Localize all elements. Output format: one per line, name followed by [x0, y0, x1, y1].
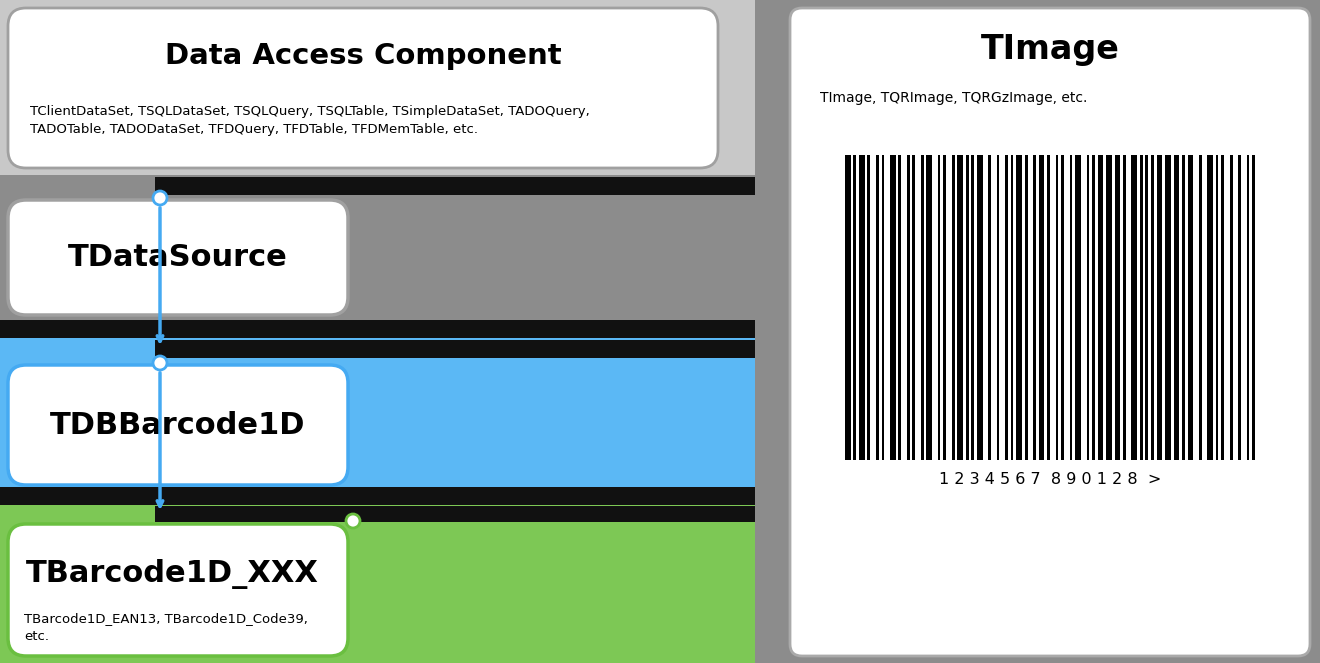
Text: TImage, TQRImage, TQRGzImage, etc.: TImage, TQRImage, TQRGzImage, etc.	[820, 91, 1088, 105]
FancyBboxPatch shape	[8, 200, 348, 315]
Bar	[944, 155, 946, 460]
Circle shape	[153, 191, 168, 205]
Bar	[1086, 155, 1089, 460]
Bar	[882, 155, 884, 460]
Bar	[1208, 155, 1213, 460]
Bar	[1039, 155, 1044, 460]
Bar	[1166, 155, 1171, 460]
Bar	[907, 155, 909, 460]
Bar	[937, 155, 940, 460]
Bar	[977, 155, 982, 460]
Bar	[1011, 155, 1014, 460]
Bar	[952, 155, 954, 460]
Bar	[154, 506, 755, 522]
Bar	[997, 155, 999, 460]
Bar	[1092, 155, 1094, 460]
Text: TBarcode1D_XXX: TBarcode1D_XXX	[26, 559, 319, 589]
Bar	[1016, 155, 1022, 460]
Bar	[1173, 155, 1179, 460]
Bar	[1253, 155, 1255, 460]
Bar	[890, 155, 895, 460]
Bar	[1221, 155, 1224, 460]
Bar	[0, 487, 755, 505]
Bar	[1076, 155, 1081, 460]
Bar	[972, 155, 974, 460]
Text: TClientDataSet, TSQLDataSet, TSQLQuery, TSQLTable, TSimpleDataSet, TADOQuery,
TA: TClientDataSet, TSQLDataSet, TSQLQuery, …	[30, 105, 590, 135]
Bar	[854, 155, 857, 460]
Bar	[1005, 155, 1008, 460]
Bar	[1146, 155, 1148, 460]
Bar	[1123, 155, 1126, 460]
Bar	[154, 340, 755, 358]
Bar	[899, 155, 902, 460]
Bar	[1238, 155, 1241, 460]
Bar	[1061, 155, 1064, 460]
Bar	[154, 177, 755, 195]
Bar	[1230, 155, 1233, 460]
Bar	[921, 155, 924, 460]
Text: TImage: TImage	[981, 34, 1119, 66]
Bar	[845, 155, 850, 460]
Bar	[912, 155, 915, 460]
Circle shape	[153, 356, 168, 370]
Bar	[1131, 155, 1137, 460]
Bar	[1056, 155, 1059, 460]
Circle shape	[346, 514, 360, 528]
Bar	[1069, 155, 1072, 460]
Bar	[1181, 155, 1185, 460]
Bar	[927, 155, 932, 460]
Bar	[1156, 155, 1163, 460]
Bar	[1216, 155, 1218, 460]
Text: 1 2 3 4 5 6 7  8 9 0 1 2 8  >: 1 2 3 4 5 6 7 8 9 0 1 2 8 >	[939, 473, 1162, 487]
Text: TDBBarcode1D: TDBBarcode1D	[50, 410, 306, 440]
Bar	[0, 330, 755, 500]
Bar	[876, 155, 879, 460]
Bar	[989, 155, 991, 460]
Bar	[957, 155, 964, 460]
Bar	[0, 0, 755, 175]
FancyBboxPatch shape	[789, 8, 1309, 656]
Bar	[1151, 155, 1154, 460]
Bar	[1024, 155, 1027, 460]
FancyBboxPatch shape	[8, 524, 348, 656]
Bar	[1140, 155, 1143, 460]
Bar	[1246, 155, 1250, 460]
Bar	[0, 175, 755, 330]
Bar	[1106, 155, 1111, 460]
Bar	[867, 155, 870, 460]
Bar	[1034, 155, 1036, 460]
Bar	[1114, 155, 1121, 460]
Bar	[1047, 155, 1049, 460]
Bar	[1199, 155, 1201, 460]
Bar	[1188, 155, 1193, 460]
FancyBboxPatch shape	[8, 8, 718, 168]
Bar	[966, 155, 969, 460]
Text: TBarcode1D_EAN13, TBarcode1D_Code39,
etc.: TBarcode1D_EAN13, TBarcode1D_Code39, etc…	[24, 613, 308, 644]
FancyBboxPatch shape	[8, 365, 348, 485]
Text: Data Access Component: Data Access Component	[165, 42, 561, 70]
Text: TDataSource: TDataSource	[69, 243, 288, 272]
Bar	[1098, 155, 1104, 460]
Bar	[0, 500, 755, 663]
Bar	[0, 320, 755, 338]
Bar	[859, 155, 865, 460]
